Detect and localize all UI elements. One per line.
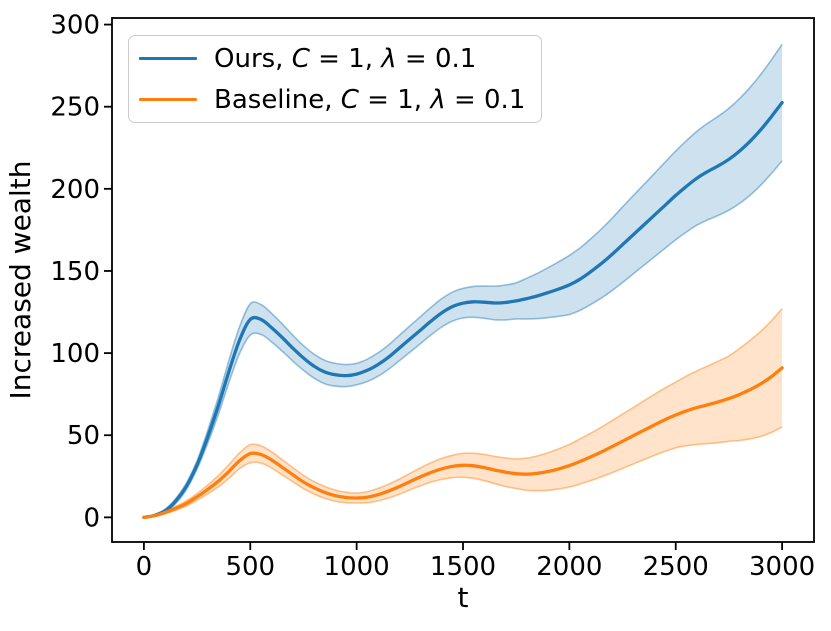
- band-fill-series-1: [143, 308, 783, 518]
- mean-line-series-0: [142, 100, 784, 520]
- y-tick-label: 250: [50, 93, 100, 123]
- y-tick-label: 50: [67, 421, 100, 451]
- y-tick-label: 100: [50, 339, 100, 369]
- x-tick-label: 2500: [643, 552, 709, 582]
- x-tick-label: 2000: [536, 552, 602, 582]
- x-tick-label: 0: [136, 552, 153, 582]
- legend-label-text-segment: Ours,: [214, 43, 292, 74]
- y-tick-label: 200: [50, 175, 100, 205]
- tick-marks-and-labels: 0 500 1000 1500 2000 2500 3000 0 50 100 150 200 250 3…: [50, 11, 815, 582]
- legend-label-text-segment: = 0.1: [396, 43, 477, 74]
- legend-label-text-segment: = 1,: [309, 43, 382, 74]
- legend-label: Baseline, C = 1, λ = 0.1: [214, 87, 525, 113]
- legend-line-swatch: [139, 97, 197, 102]
- band-upper-edge-series-0: [143, 43, 783, 519]
- legend-label-text-segment: = 0.1: [445, 84, 526, 115]
- x-tick-label: 500: [225, 552, 275, 582]
- legend-label: Ours, C = 1, λ = 0.1: [214, 46, 476, 72]
- legend-label-math-segment: C: [291, 43, 310, 74]
- x-tick-label: 1500: [430, 552, 496, 582]
- legend-item-1: Baseline, C = 1, λ = 0.1: [139, 83, 531, 117]
- legend-label-math-segment: C: [340, 84, 359, 115]
- y-tick-label: 0: [83, 503, 100, 533]
- legend-label-math-segment: λ: [381, 43, 397, 74]
- mean-line-series-1: [142, 366, 784, 520]
- y-tick-label: 300: [50, 11, 100, 41]
- y-tick-label: 150: [50, 257, 100, 287]
- legend: Ours, C = 1, λ = 0.1 Baseline, C = 1, λ =…: [128, 35, 542, 123]
- legend-label-text-segment: = 1,: [358, 84, 431, 115]
- legend-label-math-segment: λ: [430, 84, 446, 115]
- legend-line-swatch: [139, 56, 197, 61]
- y-axis-label: Increased wealth: [4, 161, 37, 400]
- x-tick-label: 1000: [324, 552, 390, 582]
- confidence-bands: [143, 43, 783, 519]
- band-upper-edge-series-1: [143, 308, 783, 519]
- series-lines: [142, 100, 784, 520]
- band-lower-edge-series-1: [143, 426, 783, 519]
- x-axis-label: t: [458, 581, 469, 614]
- x-tick-label: 3000: [749, 552, 815, 582]
- legend-item-0: Ours, C = 1, λ = 0.1: [139, 42, 531, 76]
- band-lower-edge-series-0: [143, 160, 783, 519]
- legend-label-text-segment: Baseline,: [214, 84, 341, 115]
